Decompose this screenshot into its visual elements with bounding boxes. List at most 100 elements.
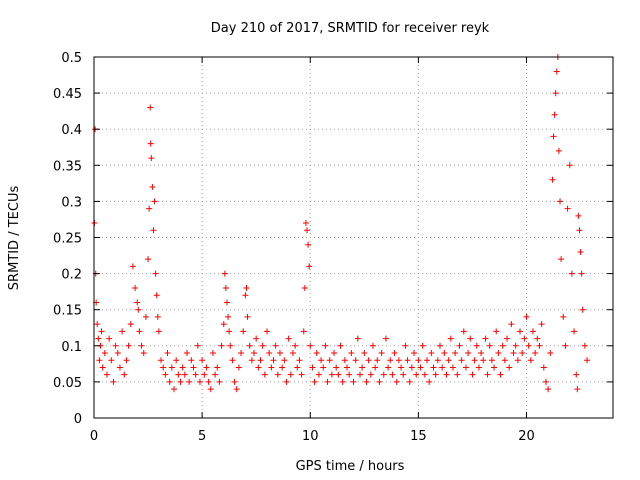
data-point xyxy=(495,350,502,357)
data-point xyxy=(356,371,363,378)
data-point xyxy=(553,68,560,75)
data-point xyxy=(294,364,301,371)
data-point xyxy=(581,342,588,349)
data-point xyxy=(344,364,351,371)
data-point xyxy=(259,342,266,349)
data-points xyxy=(91,54,591,393)
y-tick-label: 0.5 xyxy=(61,51,82,66)
data-point xyxy=(419,342,426,349)
data-point xyxy=(212,371,219,378)
data-point xyxy=(519,350,526,357)
data-point xyxy=(140,350,147,357)
data-point xyxy=(341,357,348,364)
data-point xyxy=(578,270,585,277)
x-tick-label: 15 xyxy=(410,429,427,444)
data-point xyxy=(529,328,536,335)
data-point xyxy=(152,270,159,277)
data-point xyxy=(313,350,320,357)
data-point xyxy=(413,371,420,378)
data-point xyxy=(441,350,448,357)
data-point xyxy=(151,198,158,205)
data-point xyxy=(400,371,407,378)
data-point xyxy=(576,227,583,234)
data-point xyxy=(389,371,396,378)
data-point xyxy=(268,364,275,371)
data-point xyxy=(328,371,335,378)
data-point xyxy=(251,350,258,357)
data-point xyxy=(309,364,316,371)
data-point xyxy=(192,371,199,378)
y-tick-label: 0.2 xyxy=(61,268,82,283)
data-point xyxy=(292,342,299,349)
data-point xyxy=(331,350,338,357)
data-point xyxy=(225,313,232,320)
data-point xyxy=(452,350,459,357)
data-point xyxy=(289,350,296,357)
data-point xyxy=(302,220,309,227)
data-point xyxy=(428,350,435,357)
data-point xyxy=(458,357,465,364)
axis-ticks: 0 0.05 0.1 0.15 0.2 0.25 0.3 0.35 0.4 0.45 0.5 0 5 10… xyxy=(53,51,613,444)
data-point xyxy=(270,357,277,364)
data-point xyxy=(501,357,508,364)
data-point xyxy=(510,350,517,357)
data-point xyxy=(186,378,193,385)
data-point xyxy=(372,364,379,371)
data-point xyxy=(134,299,141,306)
data-point xyxy=(532,350,539,357)
data-point xyxy=(380,371,387,378)
data-point xyxy=(564,205,571,212)
data-point xyxy=(148,155,155,162)
data-point xyxy=(279,364,286,371)
data-point xyxy=(255,364,262,371)
data-point xyxy=(415,357,422,364)
data-point xyxy=(536,342,543,349)
data-point xyxy=(346,371,353,378)
data-point xyxy=(385,364,392,371)
data-point xyxy=(382,335,389,342)
data-point xyxy=(257,357,264,364)
data-point xyxy=(96,357,103,364)
data-point xyxy=(177,378,184,385)
data-point xyxy=(577,248,584,255)
data-point xyxy=(121,371,128,378)
data-point xyxy=(465,350,472,357)
data-point xyxy=(547,350,554,357)
data-point xyxy=(205,378,212,385)
data-point xyxy=(514,357,521,364)
data-point xyxy=(240,328,247,335)
data-point xyxy=(132,285,139,292)
data-point xyxy=(300,328,307,335)
data-point xyxy=(226,328,233,335)
data-point xyxy=(261,371,268,378)
data-point xyxy=(138,342,145,349)
data-point xyxy=(318,357,325,364)
data-point xyxy=(462,364,469,371)
data-point xyxy=(467,335,474,342)
data-point xyxy=(542,378,549,385)
data-point xyxy=(95,335,102,342)
data-point xyxy=(322,342,329,349)
data-point xyxy=(311,378,318,385)
data-point xyxy=(188,357,195,364)
data-point xyxy=(506,364,513,371)
data-point xyxy=(432,371,439,378)
data-point xyxy=(361,350,368,357)
data-point xyxy=(326,357,333,364)
data-point xyxy=(395,357,402,364)
data-point xyxy=(305,241,312,248)
data-point xyxy=(376,378,383,385)
data-point xyxy=(552,90,559,97)
x-tick-label: 10 xyxy=(302,429,319,444)
data-point xyxy=(393,378,400,385)
data-point xyxy=(439,364,446,371)
data-point xyxy=(168,364,175,371)
data-point xyxy=(411,350,418,357)
data-point xyxy=(560,313,567,320)
data-point xyxy=(154,313,161,320)
data-point xyxy=(387,357,394,364)
data-point xyxy=(471,357,478,364)
data-point xyxy=(443,371,450,378)
data-point xyxy=(555,147,562,154)
y-tick-label: 0.4 xyxy=(61,123,82,138)
